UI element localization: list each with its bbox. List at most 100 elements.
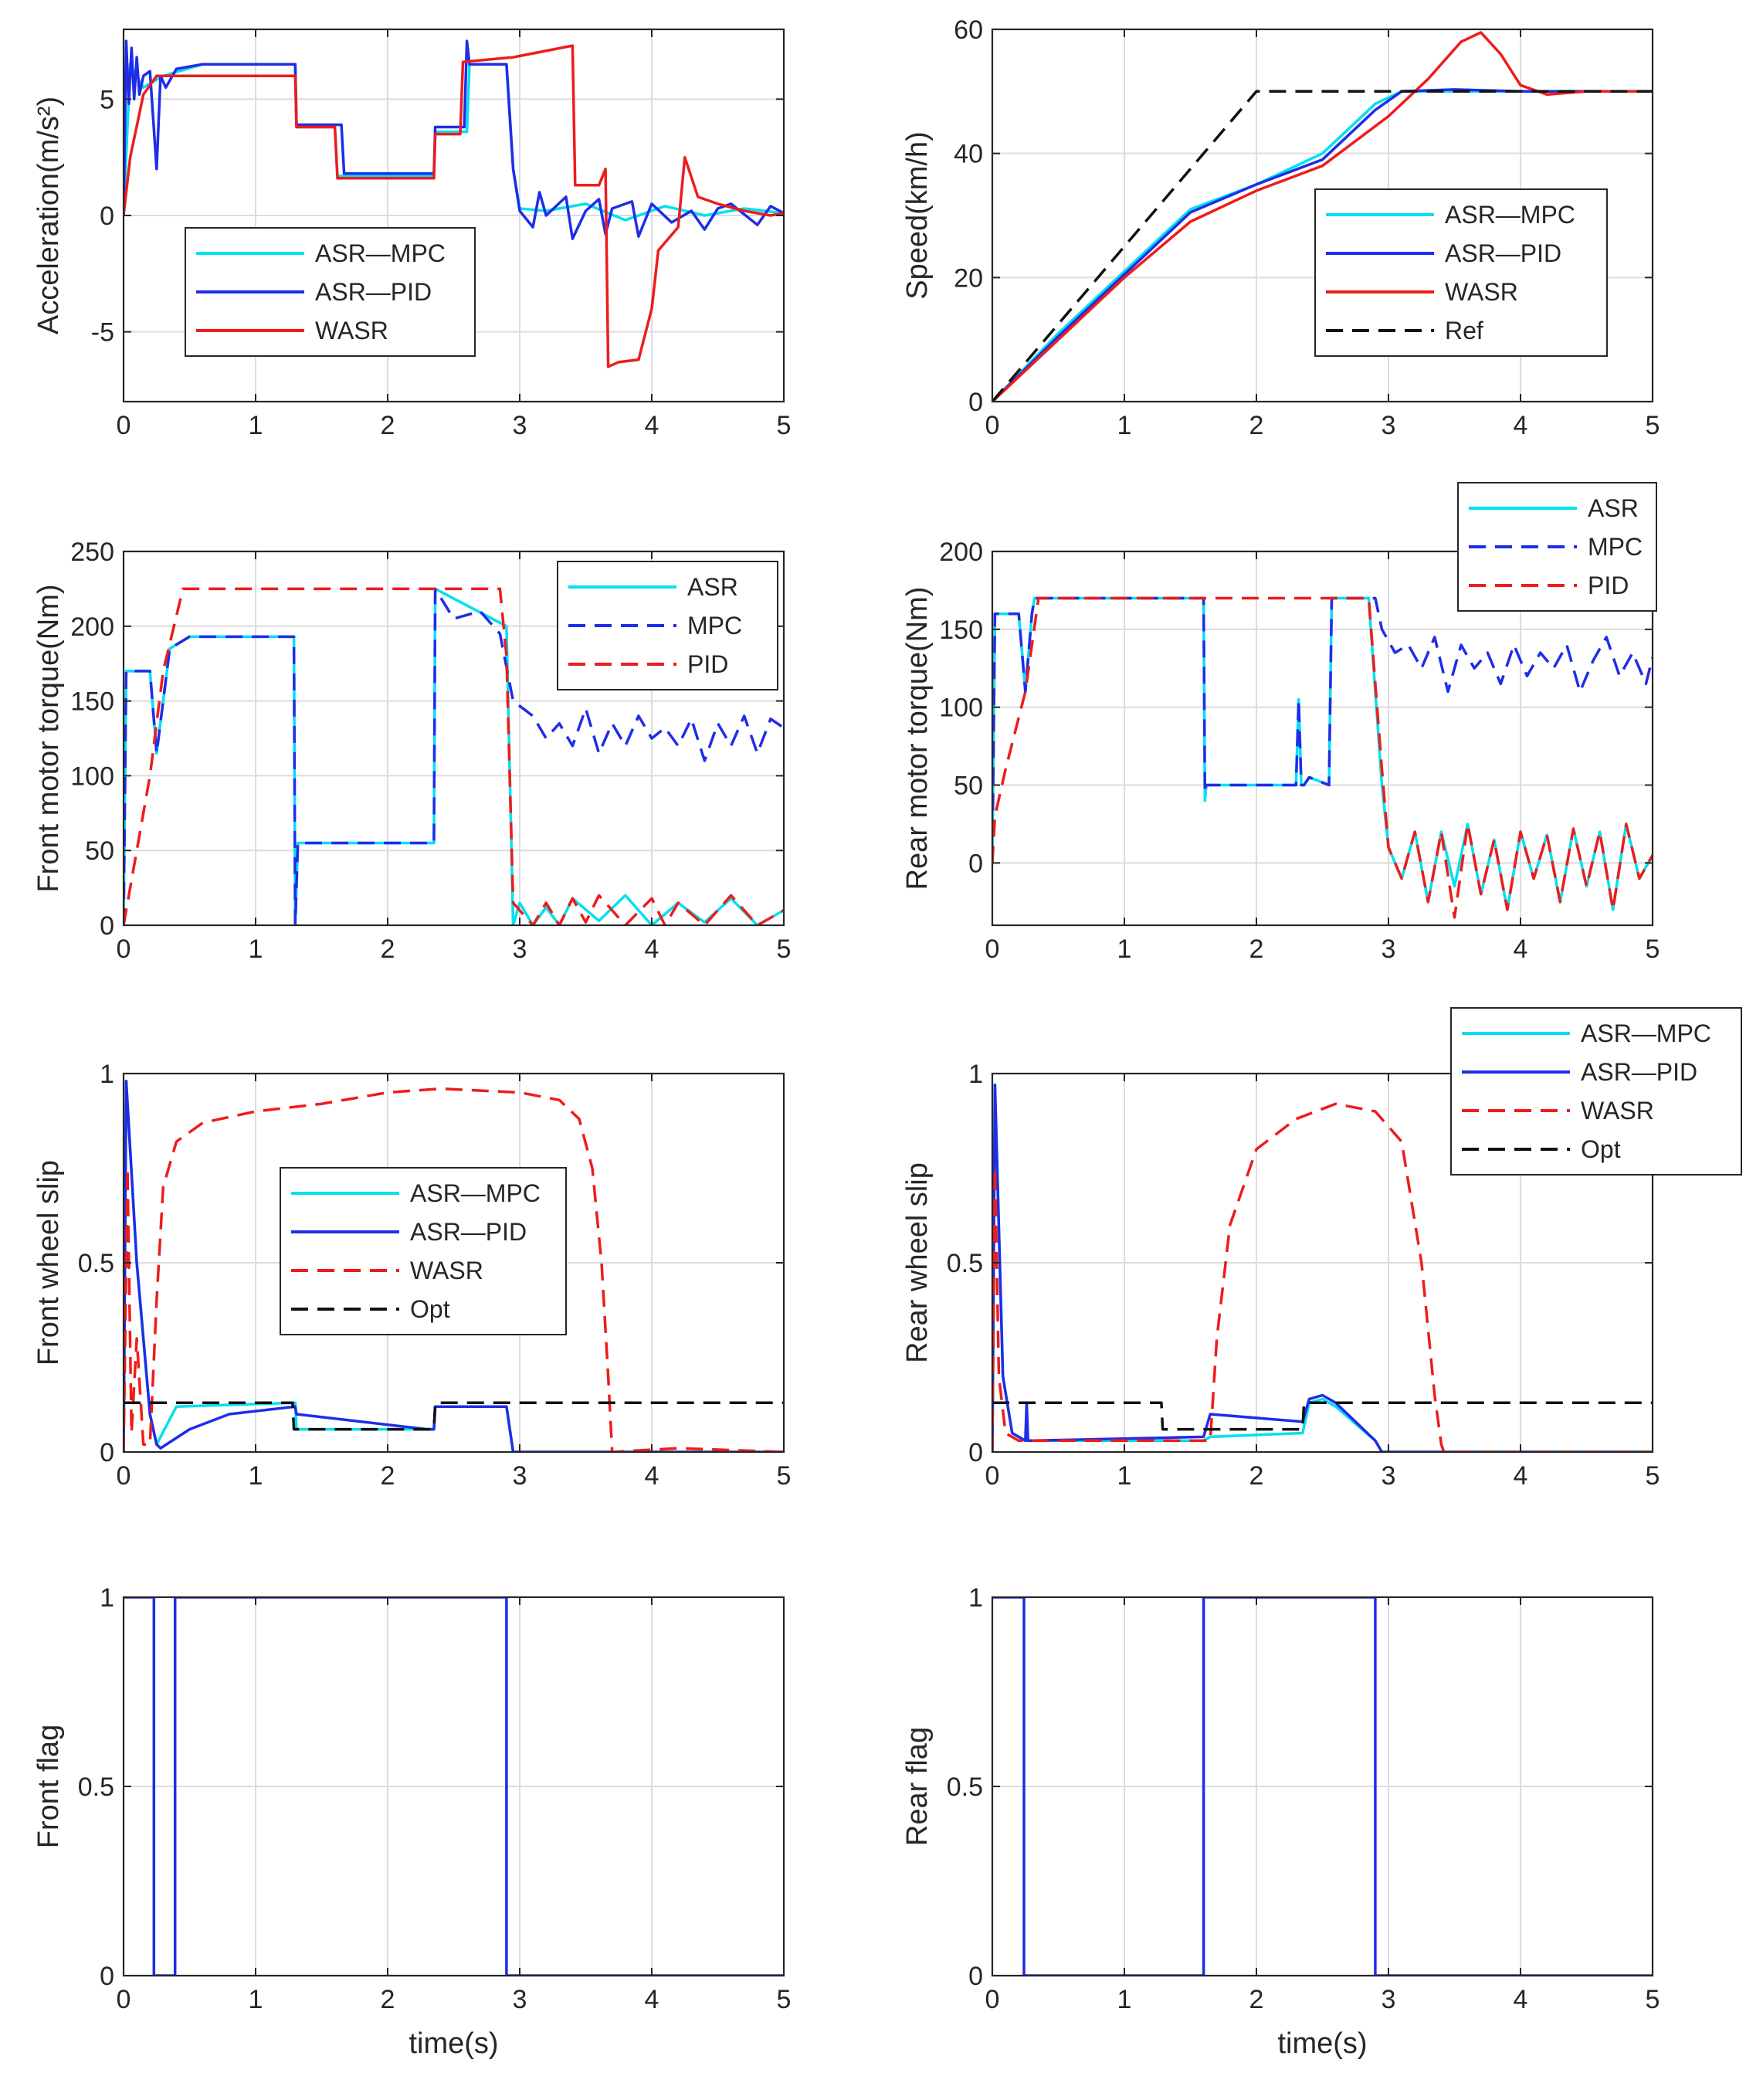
chart-rear-slip: 0 1 2 3 4 5 0 0.5 1 Rear wheel slip ASR—MPC ASR—PID… [901,1007,1742,1491]
series-line-opt [992,1401,1653,1431]
x-tick-label: 0 [985,1985,1000,2014]
x-tick-label: 3 [1382,1985,1396,2014]
x-tick-label: 5 [1646,935,1660,964]
x-tick-label: 1 [1117,1461,1132,1491]
chart-front-flag: 0 1 2 3 4 5 0 0.5 1 Front flag time(s) [32,1583,791,2060]
x-tick-label: 1 [249,1985,263,2014]
y-tick-label: 0 [968,1438,983,1467]
legend-label: ASR [1588,494,1639,522]
x-tick-label: 2 [381,1985,395,2014]
y-tick-label: 250 [70,538,114,567]
y-tick-label: 0 [968,388,983,417]
chart-speed: 0 1 2 3 4 5 0 20 40 60 Speed(km/h) ASR—MPC ASR—PID WA… [901,15,1660,440]
series-line-asr-mpc [124,63,784,222]
x-tick-label: 0 [985,1461,1000,1491]
legend: ASR MPC PID [557,561,778,690]
legend: ASR—MPC ASR—PID WASR Opt [1450,1007,1742,1176]
x-tick-label: 5 [777,1461,792,1491]
y-tick-label: 0 [968,849,983,878]
x-tick-label: 3 [513,935,527,964]
x-tick-label: 5 [777,935,792,964]
y-tick-label: 200 [939,538,983,567]
y-tick-label: 1 [100,1583,114,1613]
x-tick-label: 1 [249,411,263,440]
x-tick-label: 1 [1117,411,1132,440]
series-line-pid [124,587,784,925]
legend-label: ASR—PID [315,278,432,306]
x-tick-label: 1 [1117,935,1132,964]
y-tick-label: 0.5 [947,1249,983,1278]
y-tick-label: 0 [100,1438,114,1467]
series-line-wasr [124,44,784,368]
y-tick-label: 0 [100,911,114,941]
axes-frame [991,550,1654,927]
x-axis-label: time(s) [409,2027,498,2060]
y-tick-label: 100 [70,762,114,791]
y-axis-label: Front wheel slip [32,1160,65,1366]
chart-rear-flag: 0 1 2 3 4 5 0 0.5 1 Rear flag time(s) [901,1583,1660,2060]
x-tick-label: 3 [513,411,527,440]
series-line-wasr [992,1102,1653,1452]
y-tick-label: -5 [91,318,114,348]
y-tick-label: 60 [954,15,983,45]
legend: ASR MPC PID [1457,482,1657,612]
x-tick-label: 0 [985,935,1000,964]
y-tick-label: 50 [85,836,114,866]
x-tick-label: 4 [1514,1461,1528,1491]
x-tick-label: 3 [513,1461,527,1491]
x-tick-label: 5 [1646,1985,1660,2014]
legend-label: ASR—PID [410,1218,527,1246]
x-tick-label: 3 [1382,411,1396,440]
series-line-asr [124,587,784,925]
x-tick-label: 3 [1382,1461,1396,1491]
series-line-rear-flag [992,1597,1653,1976]
y-tick-label: 100 [939,694,983,723]
series-line-mpc [992,596,1653,863]
x-tick-label: 4 [645,411,659,440]
x-tick-label: 0 [985,411,1000,440]
y-tick-label: 0.5 [947,1773,983,1802]
y-tick-label: 0 [968,1962,983,1991]
legend-label: ASR—MPC [315,239,446,267]
x-tick-label: 2 [381,411,395,440]
x-tick-label: 4 [1514,1985,1528,2014]
chart-front-slip: 0 1 2 3 4 5 0 0.5 1 Front wheel slip ASR—MPC ASR—PI… [32,1060,791,1491]
y-tick-label: 1 [968,1583,983,1613]
legend-label: ASR—PID [1581,1058,1697,1086]
x-tick-label: 4 [1514,935,1528,964]
legend-label: ASR—PID [1445,239,1561,267]
y-tick-label: 150 [939,616,983,645]
x-tick-label: 4 [645,1461,659,1491]
legend-label: MPC [1588,533,1643,561]
x-tick-label: 5 [777,1985,792,2014]
y-tick-label: 5 [100,85,114,114]
legend-label: WASR [1581,1097,1654,1125]
x-tick-label: 5 [777,411,792,440]
axes-frame [991,28,1654,403]
series-line-pid [992,596,1653,919]
series-line-wasr [124,1087,784,1452]
legend: ASR—MPC ASR—PID WASR [185,227,476,357]
legend-label: ASR—MPC [410,1179,541,1207]
x-tick-label: 0 [117,1985,131,2014]
y-axis-label: Acceleration(m/s²) [32,97,65,334]
x-tick-label: 1 [249,935,263,964]
axes-frame [122,550,785,927]
x-tick-label: 2 [1249,935,1264,964]
x-tick-label: 2 [381,1461,395,1491]
chart-acceleration: 0 1 2 3 4 5 -5 0 5 Acceleration(m/s²) ASR—MPC ASR—P… [32,28,792,440]
legend-label: ASR [687,573,738,601]
y-tick-label: 40 [954,140,983,169]
x-axis-label: time(s) [1277,2027,1367,2060]
x-tick-label: 1 [249,1461,263,1491]
series-line-opt [124,1401,784,1431]
x-tick-label: 2 [1249,1461,1264,1491]
legend-label: Opt [410,1295,450,1323]
y-tick-label: 0 [100,1962,114,1991]
y-tick-label: 50 [954,772,983,801]
y-tick-label: 1 [100,1060,114,1089]
series-line-ref [992,90,1653,402]
